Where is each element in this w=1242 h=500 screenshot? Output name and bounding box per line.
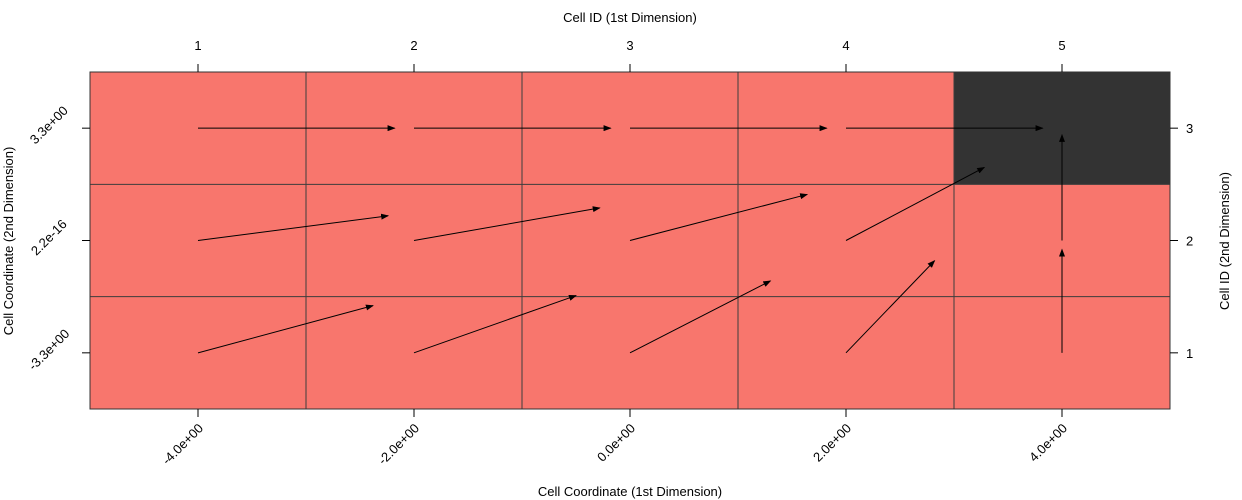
arrow-1-2 — [197, 213, 390, 241]
y-right-tick-label: 3 — [1186, 121, 1193, 136]
y-right-tick-label: 2 — [1186, 234, 1193, 249]
x-top-tick-label: 2 — [410, 38, 417, 53]
arrow-2-1 — [413, 295, 577, 354]
x-top-tick-label: 5 — [1058, 38, 1065, 53]
x-bottom-tick-label: 0.0e+00 — [594, 421, 638, 465]
x-bottom-axis-label: Cell Coordinate (1st Dimension) — [538, 484, 722, 499]
y-right-tick-label: 1 — [1186, 346, 1193, 361]
x-bottom-tick-label: -2.0e+00 — [375, 421, 422, 468]
x-top-tick-label: 4 — [842, 38, 849, 53]
arrow-3-2 — [629, 193, 809, 241]
y-left-tick-label: 2.2e-16 — [28, 216, 70, 258]
y-right-axis-label: Cell ID (2nd Dimension) — [1217, 172, 1232, 310]
y-left-tick-label: -3.3e+00 — [25, 326, 72, 373]
y-left-tick-label: 3.3e+00 — [27, 103, 71, 147]
x-bottom-tick-label: 4.0e+00 — [1026, 421, 1070, 465]
x-top-axis-label: Cell ID (1st Dimension) — [563, 10, 697, 25]
x-bottom-tick-label: -4.0e+00 — [159, 421, 206, 468]
x-top-tick-label: 1 — [194, 38, 201, 53]
y-left-axis-label: Cell Coordinate (2nd Dimension) — [1, 147, 16, 336]
arrow-2-2 — [413, 206, 601, 241]
x-bottom-tick-label: 2.0e+00 — [810, 421, 854, 465]
arrow-1-1 — [197, 304, 374, 354]
arrow-4-2 — [845, 167, 986, 241]
arrow-3-1 — [629, 280, 772, 354]
arrow-4-1 — [845, 259, 936, 354]
x-top-tick-label: 3 — [626, 38, 633, 53]
